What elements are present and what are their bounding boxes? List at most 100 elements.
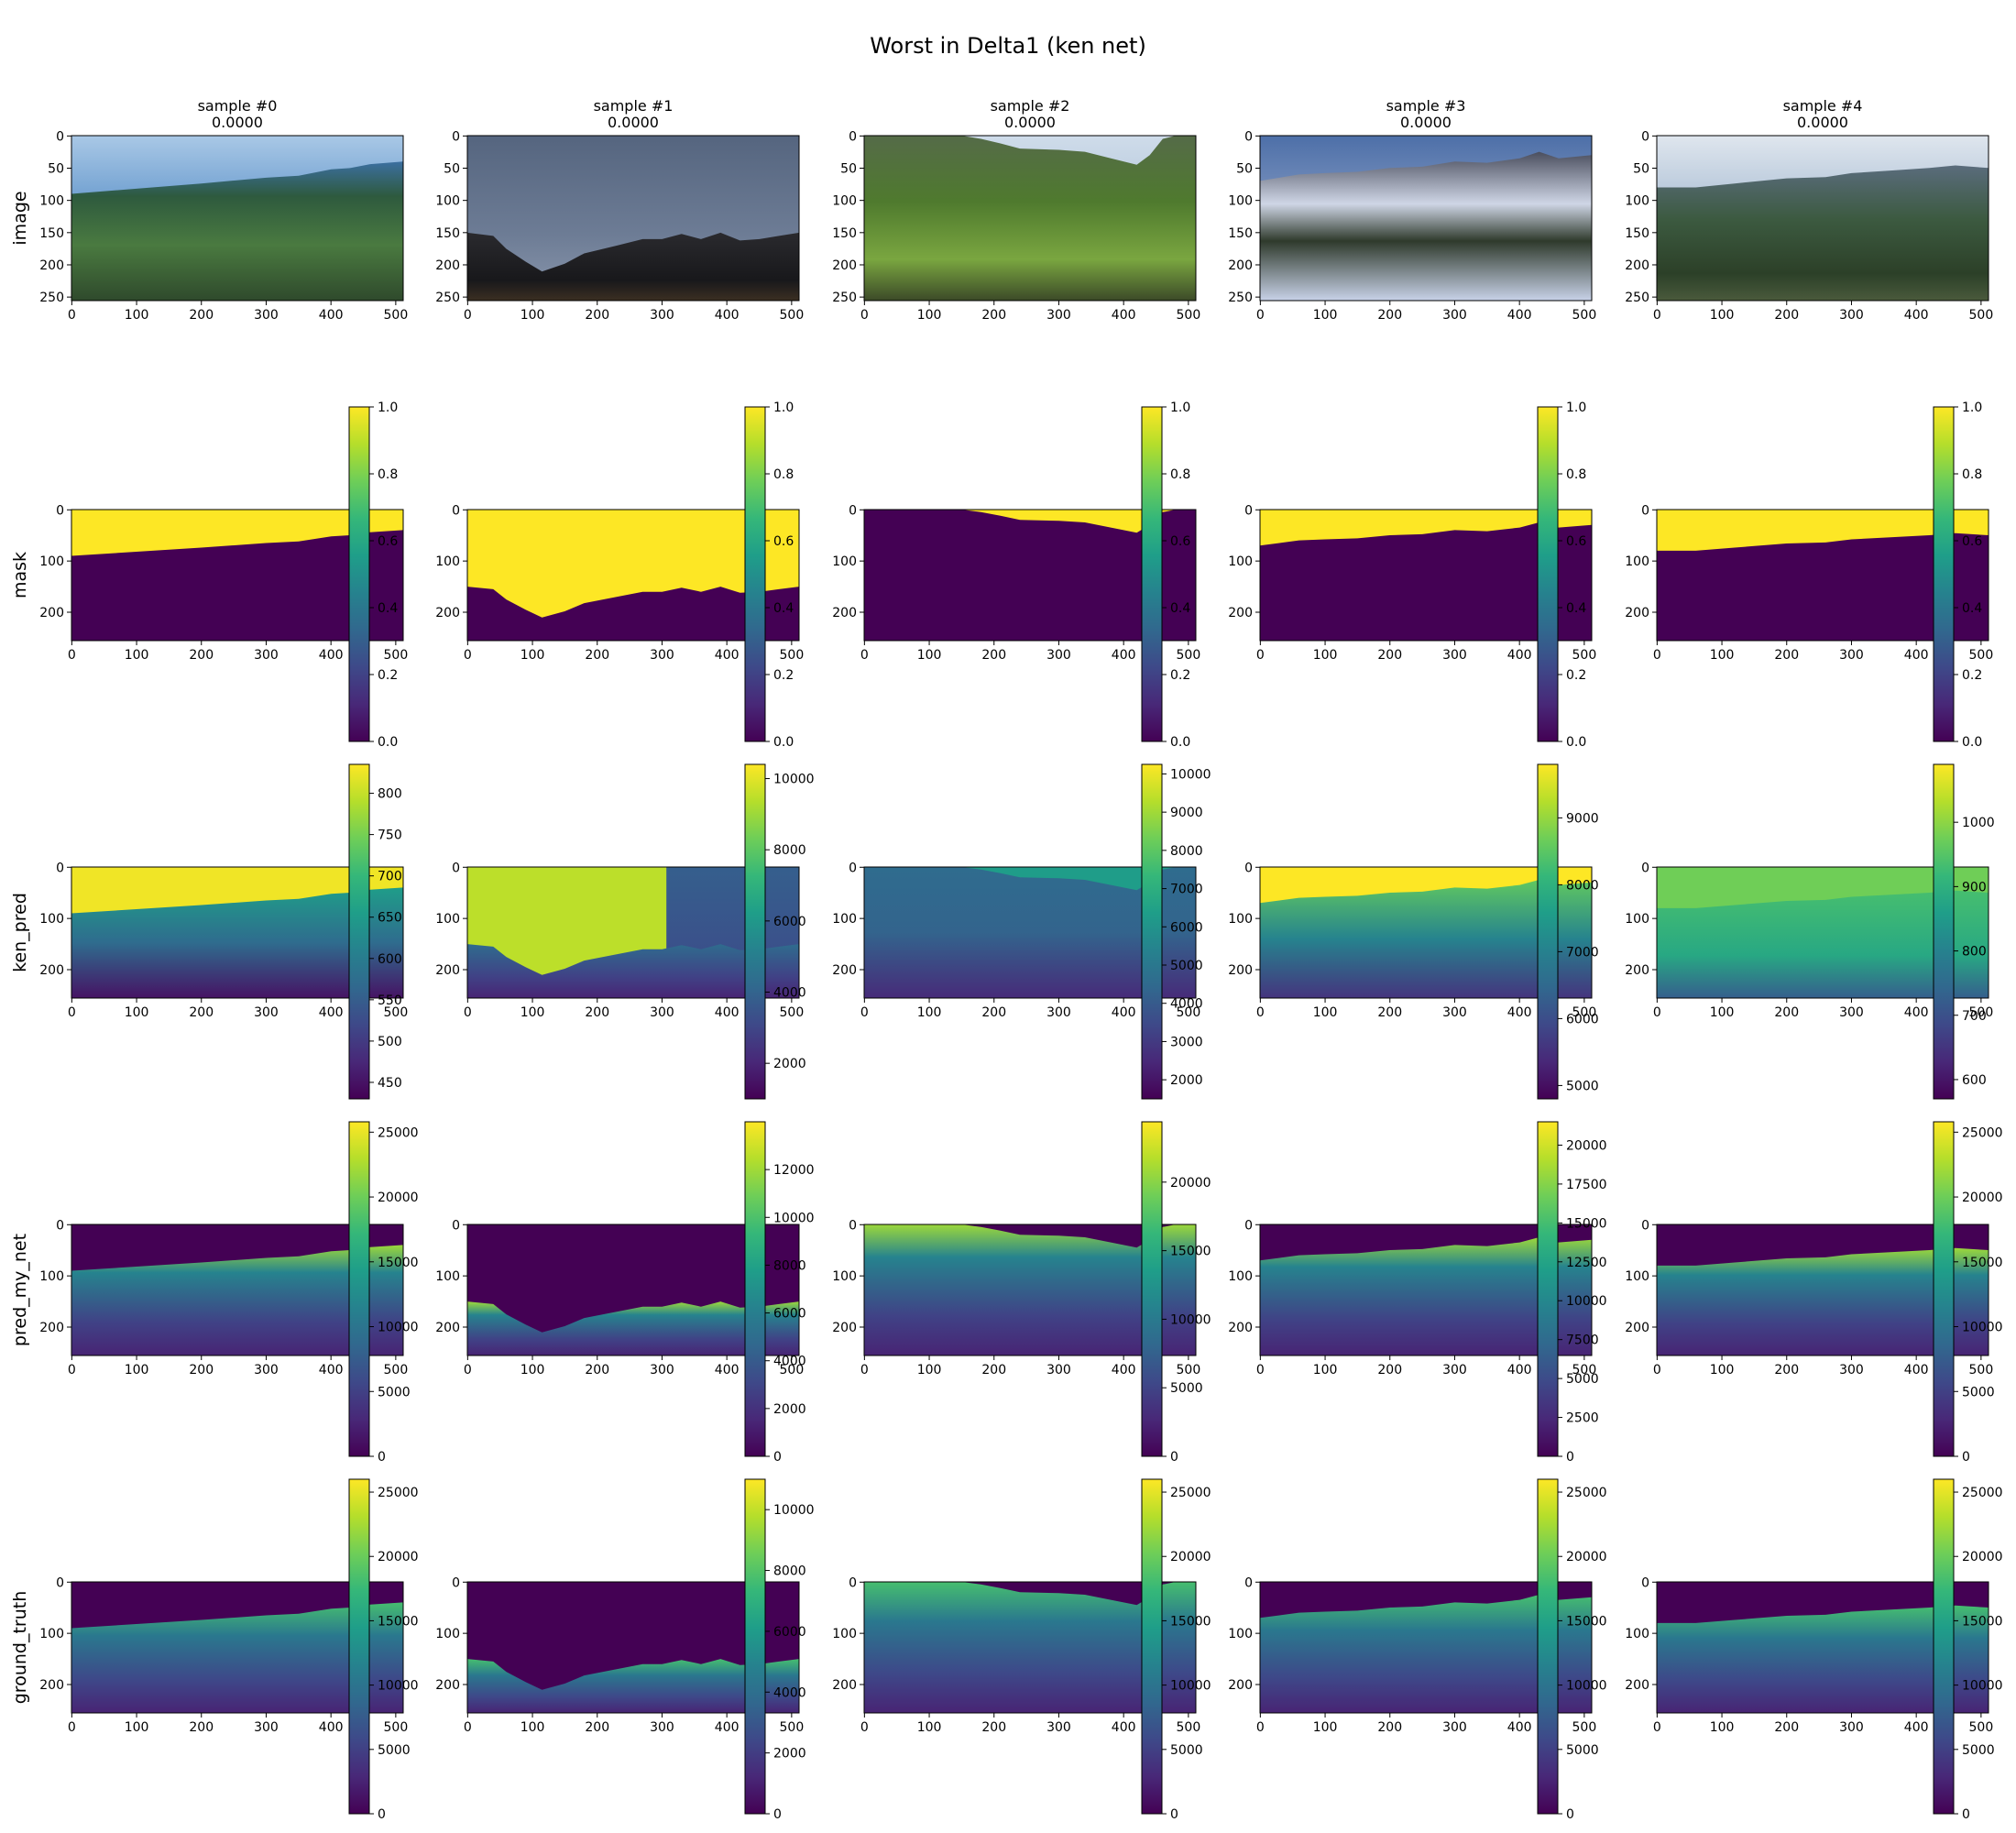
colorbar-tick-label: 800 — [378, 787, 402, 802]
x-tick-label: 400 — [715, 1363, 740, 1377]
column-title: sample #2 — [991, 97, 1070, 115]
axes-frame — [863, 509, 1197, 642]
x-tick-label: 100 — [1710, 308, 1735, 323]
colorbar-tick-label: 0.0 — [1170, 735, 1190, 750]
colorbar-tick-label: 0.2 — [773, 668, 794, 683]
image-terrain — [467, 232, 799, 301]
x-tick-label: 500 — [384, 1363, 409, 1377]
column-title: sample #3 — [1386, 97, 1466, 115]
y-tick-label: 100 — [1228, 912, 1253, 927]
colorbar-tick-label: 500 — [378, 1035, 402, 1049]
ken_pred-panel — [467, 867, 799, 998]
colorbar-tick-label: 10000 — [1170, 1312, 1211, 1327]
x-tick-label: 200 — [585, 1005, 609, 1020]
colorbar-tick-label: 0 — [1962, 1807, 1970, 1822]
x-tick-label: 400 — [319, 1720, 344, 1735]
axes-frame — [466, 866, 800, 999]
x-tick-label: 200 — [189, 308, 214, 323]
colorbar-tick-label: 0.4 — [1962, 601, 1982, 616]
x-tick-label: 100 — [1313, 308, 1338, 323]
colorbar-tick-label: 20000 — [1170, 1176, 1211, 1191]
colorbar-tick-label: 10000 — [1566, 1679, 1607, 1694]
y-tick-label: 0 — [1244, 1218, 1253, 1233]
colorbar-tick-label: 4000 — [1170, 997, 1203, 1012]
y-tick-label: 200 — [435, 606, 460, 620]
x-tick-label: 200 — [1774, 1005, 1799, 1020]
colorbar-tick-label: 8000 — [1170, 844, 1203, 859]
image-terrain — [1657, 165, 1989, 301]
x-tick-label: 100 — [1313, 1005, 1338, 1020]
y-tick-label: 100 — [435, 1627, 460, 1641]
x-tick-label: 100 — [917, 1363, 942, 1377]
colorbar-tick-label: 0 — [773, 1450, 782, 1465]
y-tick-label: 200 — [832, 1321, 857, 1335]
x-tick-label: 500 — [1572, 1005, 1597, 1020]
y-tick-label: 150 — [39, 226, 64, 241]
colorbar-tick-label: 10000 — [1170, 767, 1211, 782]
x-tick-label: 0 — [68, 648, 76, 663]
x-tick-label: 500 — [780, 648, 805, 663]
y-tick-label: 50 — [48, 162, 64, 177]
y-tick-label: 0 — [1244, 503, 1253, 518]
x-tick-label: 500 — [1177, 1720, 1201, 1735]
x-tick-label: 200 — [585, 308, 609, 323]
axes-frame — [1259, 509, 1593, 642]
y-tick-label: 200 — [832, 963, 857, 978]
x-tick-label: 200 — [1774, 1720, 1799, 1735]
y-tick-label: 0 — [452, 1575, 460, 1590]
x-tick-label: 0 — [68, 1363, 76, 1377]
x-tick-label: 500 — [384, 308, 409, 323]
colorbar-tick-label: 12500 — [1566, 1256, 1607, 1270]
y-tick-label: 50 — [1236, 162, 1253, 177]
colorbar-tick-label: 1.0 — [773, 401, 794, 415]
colorbar-tick-label: 550 — [378, 993, 402, 1008]
x-tick-label: 400 — [715, 1005, 740, 1020]
x-tick-label: 300 — [1839, 308, 1864, 323]
column-metric: 0.0000 — [608, 114, 659, 131]
y-tick-label: 0 — [849, 503, 857, 518]
y-tick-label: 200 — [435, 258, 460, 273]
x-tick-label: 100 — [520, 1005, 545, 1020]
colorbar — [348, 1121, 370, 1457]
x-tick-label: 200 — [585, 1720, 609, 1735]
x-tick-label: 200 — [585, 648, 609, 663]
colorbar-tick-label: 0.4 — [773, 601, 794, 616]
x-tick-label: 300 — [650, 1363, 674, 1377]
depth-near — [71, 887, 403, 998]
image-terrain — [864, 136, 1196, 301]
axes-frame — [466, 135, 800, 302]
y-tick-label: 100 — [435, 912, 460, 927]
y-tick-label: 100 — [1625, 194, 1649, 209]
x-tick-label: 500 — [384, 648, 409, 663]
y-tick-label: 100 — [435, 554, 460, 569]
colorbar-tick-label: 6000 — [1566, 1012, 1599, 1026]
x-tick-label: 500 — [1969, 1005, 1994, 1020]
colorbar-tick-label: 7000 — [1170, 883, 1203, 897]
x-tick-label: 100 — [520, 648, 545, 663]
colorbar-tick-label: 0.2 — [1962, 668, 1982, 683]
y-tick-label: 0 — [1244, 1575, 1253, 1590]
depth-near — [864, 867, 1196, 998]
colorbar-tick-label: 0.2 — [1566, 668, 1586, 683]
x-tick-label: 100 — [1710, 1720, 1735, 1735]
colorbar — [348, 763, 370, 1100]
y-tick-label: 200 — [39, 1678, 64, 1693]
x-tick-label: 400 — [319, 1363, 344, 1377]
axes-frame — [863, 866, 1197, 999]
colorbar-tick-label: 15000 — [1566, 1216, 1607, 1231]
x-tick-label: 400 — [1904, 1005, 1929, 1020]
colorbar — [1933, 1478, 1955, 1815]
mask-sky — [1657, 510, 1989, 551]
x-tick-label: 100 — [1710, 1005, 1735, 1020]
y-tick-label: 250 — [1228, 291, 1253, 305]
y-tick-label: 100 — [39, 194, 64, 209]
x-tick-label: 400 — [319, 1005, 344, 1020]
x-tick-label: 100 — [125, 648, 149, 663]
y-tick-label: 100 — [1625, 912, 1649, 927]
y-tick-label: 100 — [1625, 1627, 1649, 1641]
ground_truth-panel — [71, 1582, 403, 1713]
x-tick-label: 300 — [1442, 308, 1467, 323]
y-tick-label: 0 — [1244, 129, 1253, 144]
x-tick-label: 0 — [860, 308, 869, 323]
